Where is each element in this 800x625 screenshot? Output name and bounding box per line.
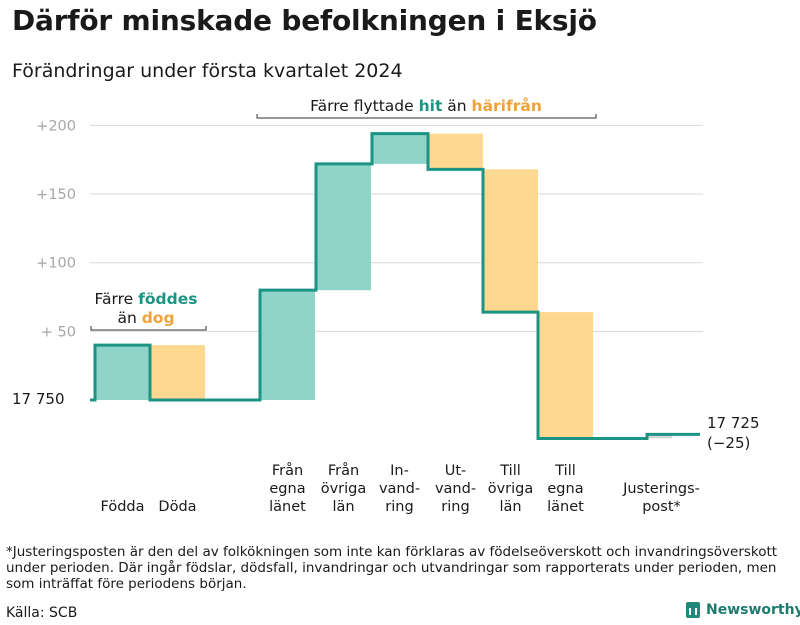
- chart-subtitle: Förändringar under första kvartalet 2024: [12, 60, 403, 82]
- category-label: Döda: [158, 499, 196, 515]
- category-label: vand-: [379, 481, 420, 497]
- base-value-label: 17 750: [12, 390, 65, 408]
- brand-name: Newsworthy: [706, 602, 800, 618]
- source-note: Källa: SCB: [6, 605, 78, 621]
- category-label: Till: [554, 463, 576, 479]
- category-label: post*: [642, 499, 681, 515]
- category-label: länet: [547, 499, 584, 515]
- y-tick-label: +200: [36, 118, 76, 134]
- category-label: Ut-: [445, 463, 467, 479]
- annotation-migration: Färre flyttade hit än härifrån: [310, 96, 542, 115]
- end-change-label: (−25): [707, 434, 750, 452]
- category-label: länet: [269, 499, 306, 515]
- y-tick-label: + 50: [41, 324, 76, 340]
- bar-outflow: [428, 133, 483, 170]
- brand-logo: Newsworthy: [686, 602, 800, 618]
- waterfall-chart: +200 +150 +100 + 50 17 750 17 725 (−25) Födda Dö…: [12, 96, 760, 515]
- y-tick-label: +150: [36, 187, 76, 203]
- annotation-births-line2: än dog: [117, 309, 174, 327]
- category-label: län: [499, 499, 521, 515]
- category-label: vand-: [435, 481, 476, 497]
- chart-title: Därför minskade befolkningen i Eksjö: [12, 4, 597, 37]
- category-label: In-: [390, 463, 409, 479]
- category-label: övriga: [488, 481, 534, 497]
- category-label: ring: [441, 499, 469, 515]
- category-label: egna: [547, 481, 583, 497]
- category-label: Till: [499, 463, 521, 479]
- bar-inflow: [372, 133, 427, 164]
- category-label: Födda: [101, 499, 145, 515]
- annotation-migration-bracket: [256, 114, 597, 119]
- category-label: Från: [328, 462, 359, 479]
- category-label: Från: [272, 462, 303, 479]
- bar-inflow: [260, 290, 315, 400]
- bar-inflow: [316, 163, 371, 291]
- category-label: övriga: [321, 481, 367, 497]
- category-label: Justerings-: [622, 481, 700, 497]
- category-label: län: [332, 499, 354, 515]
- bar-adjustment: [647, 434, 672, 439]
- end-value-label: 17 725: [707, 414, 760, 432]
- footnote: *Justeringsposten är den del av folkökni…: [6, 544, 778, 592]
- category-label: egna: [269, 481, 305, 497]
- bar-inflow: [95, 345, 150, 400]
- bar-outflow: [538, 312, 593, 439]
- newsworthy-icon: [686, 602, 700, 618]
- bar-outflow: [150, 345, 205, 400]
- annotation-births-bracket: [90, 326, 207, 331]
- cumulative-line: [90, 132, 700, 440]
- bar-outflow: [483, 169, 538, 313]
- annotation-births-line1: Färre föddes: [95, 290, 198, 308]
- y-tick-label: +100: [36, 256, 76, 272]
- category-label: ring: [385, 499, 413, 515]
